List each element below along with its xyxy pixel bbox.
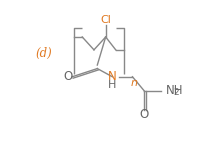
Text: (d): (d) xyxy=(35,47,52,60)
Text: H: H xyxy=(108,80,117,90)
Text: Cl: Cl xyxy=(100,15,111,25)
Text: 2: 2 xyxy=(173,88,179,97)
Text: NH: NH xyxy=(166,84,183,97)
Text: O: O xyxy=(63,70,73,83)
Text: n: n xyxy=(131,78,138,88)
Text: N: N xyxy=(108,70,117,83)
Text: O: O xyxy=(140,108,149,121)
